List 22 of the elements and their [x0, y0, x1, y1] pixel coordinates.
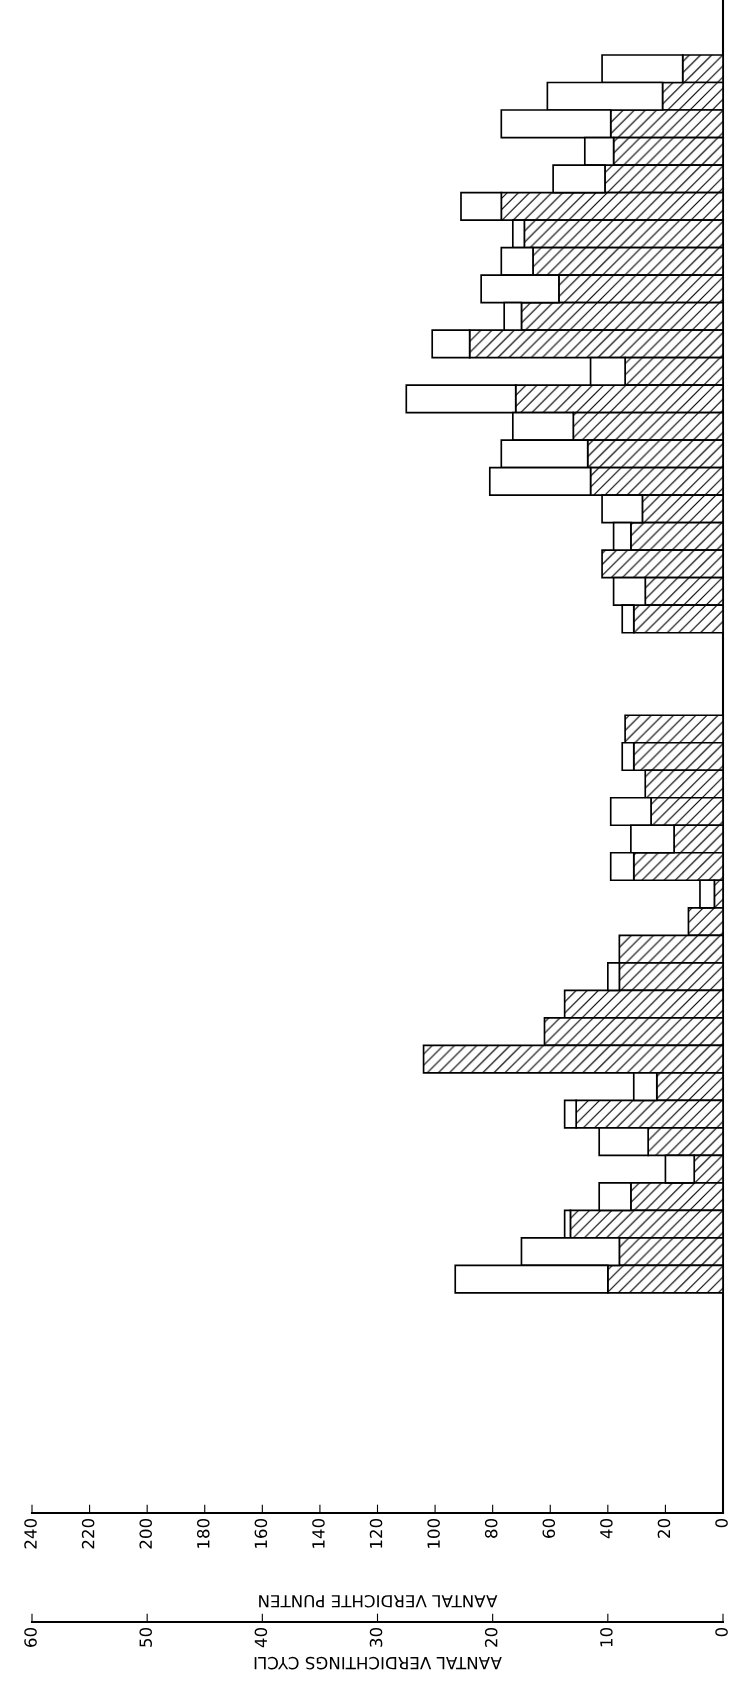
x-tick-label: 220 [81, 1518, 95, 1549]
x-tick-label: 80 [484, 1518, 498, 1538]
x-tick-label: 240 [24, 1518, 37, 1549]
x-tick-label: 120 [369, 1518, 383, 1548]
x-tick-label: 0 [715, 1518, 728, 1528]
x-tick-label: 160 [254, 1518, 268, 1548]
x2-tick-label: 30 [369, 1627, 383, 1647]
x-axis-title: AANTAL VERDICHTE PUNTEN [259, 1594, 498, 1608]
x-tick-label: 140 [312, 1518, 325, 1548]
x2-tick-label: 0 [715, 1627, 728, 1637]
x2-tick-label: 50 [139, 1627, 152, 1647]
x-tick-label: 180 [196, 1518, 210, 1548]
x-tick-label: 100 [427, 1518, 440, 1548]
x-tick-label: 20 [657, 1518, 671, 1538]
x2-tick-label: 20 [484, 1627, 498, 1647]
x-tick-label: 60 [542, 1518, 556, 1538]
x2-axis-title: AANTAL VERDICHTINGS CYCLI [254, 1656, 502, 1670]
x2-tick-label: 10 [600, 1627, 613, 1647]
x-tick-label: 200 [139, 1518, 152, 1549]
x2-tick-label: 60 [24, 1627, 37, 1647]
x2-tick-label: 40 [254, 1627, 268, 1648]
x-tick-label: 40 [600, 1518, 613, 1539]
